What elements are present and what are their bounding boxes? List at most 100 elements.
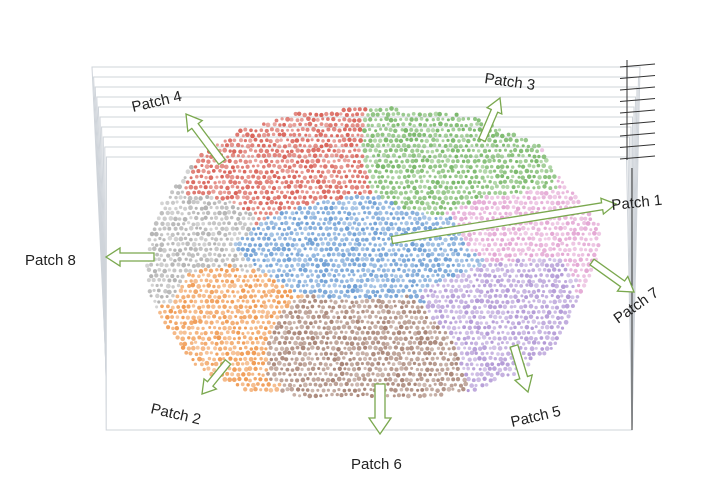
patch-4-point xyxy=(189,176,193,180)
patch-8-point xyxy=(166,232,170,236)
patch-3-point xyxy=(461,148,465,152)
patch-1-point xyxy=(347,221,352,227)
patch-2-point xyxy=(211,304,216,309)
patch-5-point xyxy=(541,299,547,305)
patch-6-point xyxy=(313,362,317,367)
patch-1-point xyxy=(325,199,331,205)
patch-3-point xyxy=(380,164,386,170)
patch-2-point xyxy=(253,294,257,298)
patch-5-point xyxy=(571,284,575,289)
patch-1-point xyxy=(420,252,425,257)
patch-6-point xyxy=(426,325,430,329)
patch-4-point xyxy=(265,122,271,128)
patch-1-point xyxy=(272,246,277,252)
patch-6-point xyxy=(305,388,310,392)
patch-1-point xyxy=(329,258,333,262)
patch-7-point xyxy=(468,237,473,242)
patch-6-point xyxy=(283,321,287,325)
patch-1-point xyxy=(389,221,394,227)
patch-1-point xyxy=(332,222,337,227)
patch-5-point xyxy=(523,315,529,321)
patch-6-point xyxy=(412,331,418,336)
patch-1-point xyxy=(358,201,363,206)
patch-4-point xyxy=(286,184,292,189)
patch-3-point xyxy=(429,158,435,164)
patch-8-point xyxy=(232,231,237,237)
patch-1-point xyxy=(417,247,423,253)
patch-6-point xyxy=(321,367,326,372)
patch-8-point xyxy=(207,221,212,226)
patch-8-point xyxy=(185,241,190,247)
patch-1-point xyxy=(386,258,390,262)
patch-8-point xyxy=(199,236,204,241)
patch-6-point xyxy=(402,372,406,377)
patch-3-point xyxy=(374,108,379,112)
patch-2-point xyxy=(256,352,261,357)
patch-8-point xyxy=(217,210,222,216)
patch-2-point xyxy=(174,321,178,326)
patch-3-point xyxy=(393,190,398,195)
patch-1-point xyxy=(414,293,419,299)
patch-2-point xyxy=(239,315,243,320)
patch-8-point xyxy=(199,257,204,262)
patch-4-point xyxy=(359,163,364,168)
patch-7-point xyxy=(588,248,593,253)
patch-4-point xyxy=(227,170,232,175)
patch-1-point xyxy=(314,279,319,284)
patch-8-point xyxy=(171,241,175,246)
patch-6-point xyxy=(449,361,454,367)
patch-5-point xyxy=(550,294,554,298)
patch-1-point xyxy=(376,195,382,200)
patch-5-point xyxy=(536,341,541,345)
patch-5-point xyxy=(474,383,478,388)
patch-4-point xyxy=(292,174,297,180)
patch-3-point xyxy=(435,138,440,143)
patch-4-point xyxy=(275,210,279,215)
patch-1-point xyxy=(350,246,356,252)
patch-6-point xyxy=(361,309,365,314)
patch-7-point xyxy=(482,252,486,256)
patch-6-point xyxy=(404,387,409,392)
patch-6-point xyxy=(407,340,413,346)
patch-8-point xyxy=(229,237,234,242)
patch-2-point xyxy=(262,331,267,336)
patch-2-point xyxy=(270,283,275,287)
patch-3-point xyxy=(487,191,492,196)
patch-8-point xyxy=(189,216,193,220)
patch-3-point xyxy=(451,159,456,164)
patch-4-point xyxy=(251,196,256,201)
patch-4-point xyxy=(238,128,243,134)
patch-8-point xyxy=(177,184,182,190)
patch-1-point xyxy=(451,263,455,267)
patch-2-point xyxy=(248,356,254,362)
patch-5-point xyxy=(528,303,534,309)
patch-2-point xyxy=(202,284,206,288)
patch-2-point xyxy=(222,377,228,382)
patch-6-point xyxy=(394,326,399,331)
patch-3-point xyxy=(454,123,459,128)
patch-2-point xyxy=(203,341,208,346)
patch-7-point xyxy=(592,252,597,258)
patch-4-point xyxy=(351,113,355,117)
patch-6-point xyxy=(417,372,423,377)
patch-7-point xyxy=(472,200,477,206)
patch-1-point xyxy=(387,248,392,253)
patch-1-point xyxy=(371,196,376,201)
patch-4-point xyxy=(204,175,208,180)
patch-7-point xyxy=(501,247,506,252)
patch-3-point xyxy=(549,168,554,173)
patch-1-point xyxy=(341,201,346,206)
patch-2-point xyxy=(168,320,173,324)
patch-1-point xyxy=(361,205,366,210)
patch-5-point xyxy=(475,278,479,282)
patch-2-point xyxy=(206,283,212,288)
patch-3-point xyxy=(497,190,503,196)
patch-7-point xyxy=(559,205,563,209)
patch-7-point xyxy=(566,252,570,257)
patch-6-point xyxy=(345,371,349,376)
patch-5-point xyxy=(476,325,481,330)
patch-2-point xyxy=(245,350,251,356)
patch-7-point xyxy=(552,206,557,210)
patch-4-point xyxy=(310,159,315,164)
patch-4-point xyxy=(253,137,258,142)
